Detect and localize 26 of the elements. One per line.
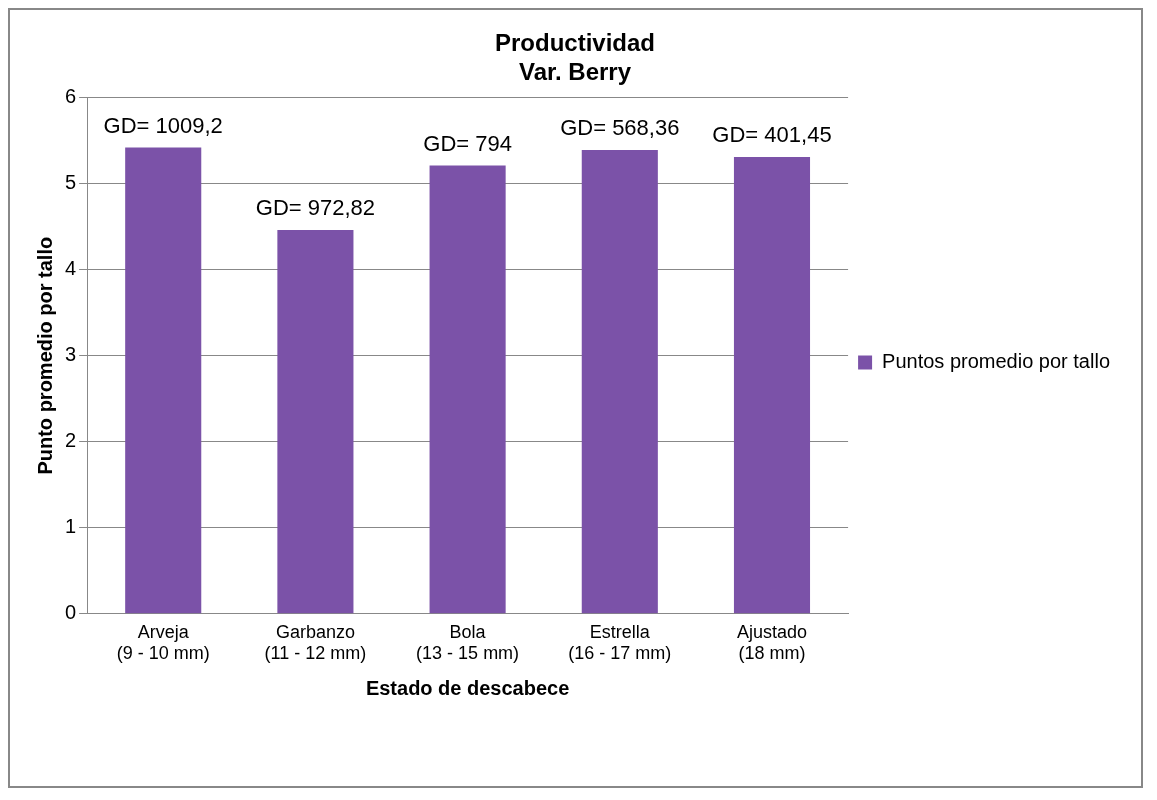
bar — [581, 150, 658, 614]
y-tick-label: 6 — [65, 85, 77, 108]
x-tick-label: Arveja (9 - 10 mm) — [116, 621, 210, 664]
annotation: GD= 794 — [423, 130, 512, 156]
y-tick-label: 4 — [65, 257, 77, 280]
y-tick-label: 2 — [65, 429, 77, 452]
bar — [125, 147, 202, 614]
annotation: GD= 1009,2 — [103, 112, 223, 138]
legend-label: Puntos promedio por tallo — [882, 350, 1111, 373]
x-tick-label: Estrella (16 - 17 mm) — [568, 621, 672, 664]
bar — [429, 165, 506, 614]
y-axis-title: Punto promedio por tallo — [33, 236, 56, 475]
y-tick-label: 3 — [65, 343, 77, 366]
annotation: GD= 401,45 — [712, 122, 832, 148]
x-tick-label: Ajustado (18 mm) — [736, 621, 808, 664]
y-tick-label: 1 — [65, 515, 77, 538]
annotation: GD= 568,36 — [560, 115, 680, 141]
x-tick-label: Bola (13 - 15 mm) — [416, 621, 520, 664]
bar — [733, 156, 811, 614]
chart-title: Productividad Var. Berry — [494, 29, 656, 85]
bar — [277, 230, 354, 614]
y-tick-label: 5 — [65, 171, 77, 194]
y-tick-label: 0 — [65, 601, 77, 624]
x-axis-title: Estado de descabece — [365, 676, 570, 699]
x-tick-label: Garbanzo (11 - 12 mm) — [264, 621, 367, 664]
annotation: GD= 972,82 — [255, 195, 376, 221]
